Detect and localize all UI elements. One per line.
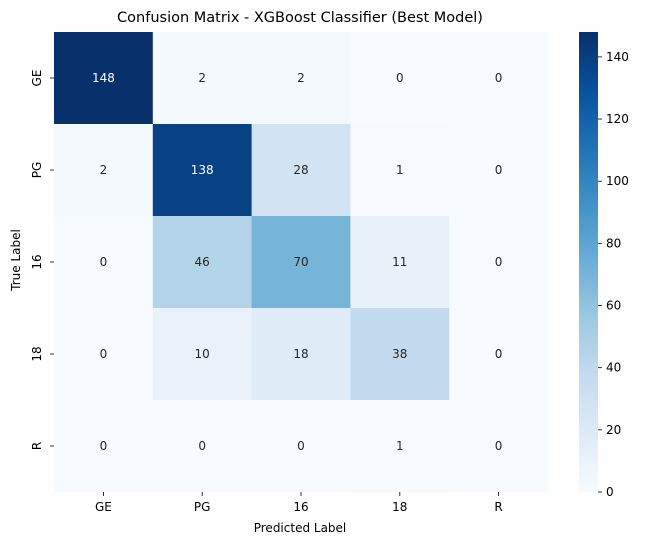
cell-value-label: 2 bbox=[100, 163, 108, 177]
cell-value-label: 148 bbox=[92, 71, 115, 85]
cell-value-label: 0 bbox=[198, 439, 206, 453]
y-tick-label: 16 bbox=[30, 254, 44, 269]
heatmap-cell bbox=[251, 124, 351, 217]
heatmap-cell bbox=[350, 216, 450, 309]
heatmap-cell bbox=[350, 400, 450, 493]
heatmap-cell bbox=[251, 400, 351, 493]
cell-value-label: 10 bbox=[195, 347, 210, 361]
heatmap-cell bbox=[449, 124, 549, 217]
heatmap-cell bbox=[152, 124, 253, 217]
cell-value-label: 0 bbox=[495, 347, 503, 361]
heatmap-cell bbox=[251, 32, 351, 125]
colorbar-tick-label: 140 bbox=[606, 50, 629, 64]
heatmap-cell bbox=[152, 32, 253, 125]
cell-value-label: 138 bbox=[191, 163, 214, 177]
heatmap-cell bbox=[54, 308, 154, 401]
colorbar-tick-label: 0 bbox=[606, 485, 614, 499]
cell-value-label: 2 bbox=[198, 71, 206, 85]
cell-value-label: 0 bbox=[495, 163, 503, 177]
colorbar-tick-label: 100 bbox=[606, 174, 629, 188]
y-axis: GE PG 16 18 R bbox=[30, 70, 54, 450]
cell-value-label: 38 bbox=[392, 347, 407, 361]
heatmap-cell bbox=[350, 124, 450, 217]
colorbar-tick-label: 60 bbox=[606, 299, 621, 313]
cell-value-label: 0 bbox=[100, 255, 108, 269]
heatmap-cell bbox=[152, 308, 253, 401]
colorbar-tick-label: 120 bbox=[606, 112, 629, 126]
x-tick-label: 18 bbox=[392, 500, 407, 514]
y-tick-label: R bbox=[30, 442, 44, 450]
heatmap-cell bbox=[350, 308, 450, 401]
cell-value-label: 11 bbox=[392, 255, 407, 269]
heatmap-cell bbox=[54, 32, 154, 125]
y-axis-label: True Label bbox=[9, 229, 23, 292]
y-tick-label: 18 bbox=[30, 346, 44, 361]
cell-value-label: 2 bbox=[297, 71, 305, 85]
cell-value-label: 0 bbox=[100, 347, 108, 361]
heatmap-cell bbox=[350, 32, 450, 125]
chart-title: Confusion Matrix - XGBoost Classifier (B… bbox=[117, 10, 483, 26]
heatmap-cell-labels: 148 2 2 0 02 138 28 1 00 46 70 11 00 10 18 38 00 0 0 1 0 bbox=[92, 71, 502, 453]
cell-value-label: 0 bbox=[495, 439, 503, 453]
colorbar-ticks: 0 20 40 60 80 100 120 140 bbox=[598, 50, 629, 499]
cell-value-label: 1 bbox=[396, 439, 404, 453]
x-tick-label: GE bbox=[95, 500, 112, 514]
heatmap-cell bbox=[152, 216, 253, 309]
cell-value-label: 46 bbox=[195, 255, 210, 269]
heatmap-cell bbox=[54, 400, 154, 493]
y-tick-label: GE bbox=[30, 70, 44, 87]
colorbar-tick-label: 80 bbox=[606, 236, 621, 250]
y-tick-label: PG bbox=[30, 162, 44, 179]
heatmap-cell bbox=[449, 308, 549, 401]
x-tick-label: R bbox=[494, 500, 502, 514]
heatmap-cell bbox=[54, 216, 154, 309]
cell-value-label: 1 bbox=[396, 163, 404, 177]
heatmap-cell bbox=[152, 400, 253, 493]
cell-value-label: 70 bbox=[293, 255, 308, 269]
x-axis: GE PG 16 18 R bbox=[95, 492, 503, 514]
heatmap-cell bbox=[251, 308, 351, 401]
colorbar-gradient bbox=[579, 32, 598, 492]
cell-value-label: 28 bbox=[293, 163, 308, 177]
cell-value-label: 0 bbox=[396, 71, 404, 85]
heatmap-cell bbox=[449, 32, 549, 125]
x-tick-label: 16 bbox=[293, 500, 308, 514]
cell-value-label: 0 bbox=[495, 71, 503, 85]
cell-value-label: 0 bbox=[495, 255, 503, 269]
heatmap-cell bbox=[251, 216, 351, 309]
cell-value-label: 0 bbox=[297, 439, 305, 453]
heatmap-cells bbox=[54, 32, 549, 493]
cell-value-label: 0 bbox=[100, 439, 108, 453]
colorbar-tick-label: 40 bbox=[606, 361, 621, 375]
heatmap-cell bbox=[449, 400, 549, 493]
colorbar-tick-label: 20 bbox=[606, 423, 621, 437]
x-tick-label: PG bbox=[194, 500, 211, 514]
heatmap-cell bbox=[54, 124, 154, 217]
x-axis-label: Predicted Label bbox=[254, 521, 347, 535]
cell-value-label: 18 bbox=[293, 347, 308, 361]
heatmap-cell bbox=[449, 216, 549, 309]
colorbar: 0 20 40 60 80 100 120 140 bbox=[579, 32, 629, 499]
